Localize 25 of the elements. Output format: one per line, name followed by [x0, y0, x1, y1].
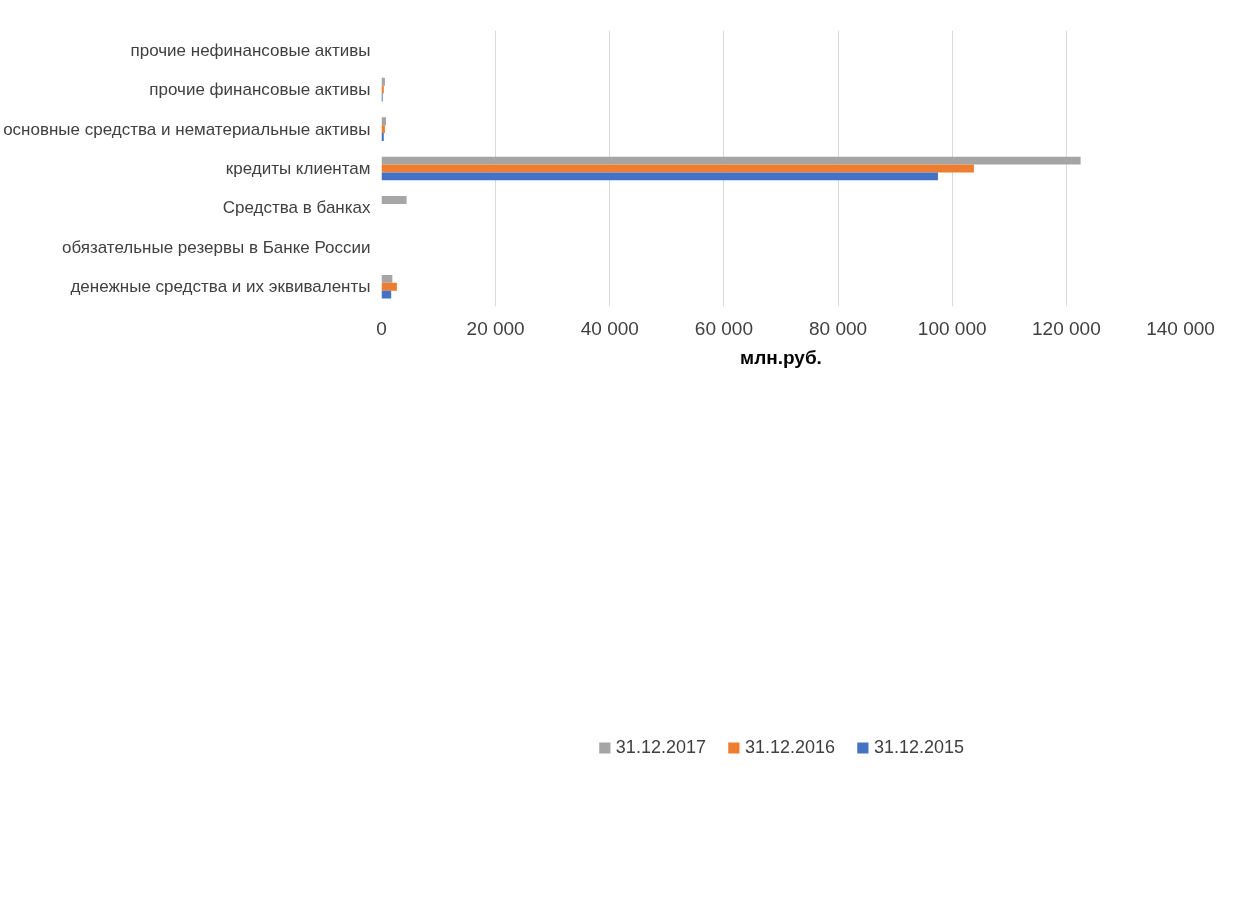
- bar: [381, 196, 407, 204]
- bar: [381, 274, 393, 283]
- y-tick-label: Средства в банках: [222, 198, 371, 218]
- y-tick-label: денежные средства и их эквиваленты: [70, 277, 371, 297]
- bar: [381, 172, 938, 181]
- x-tick-label: 20 000: [466, 317, 525, 339]
- y-tick-label: обязательные резервы в Банке России: [61, 237, 371, 257]
- x-tick-label: 80 000: [809, 317, 868, 339]
- legend-label: 31.12.2016: [744, 736, 836, 758]
- y-tick-label: прочие нефинансовые активы: [130, 40, 371, 60]
- x-axis-title: млн.руб.: [740, 346, 822, 368]
- legend-label: 31.12.2017: [615, 736, 706, 758]
- x-tick-label: 100 000: [917, 317, 987, 339]
- x-tick-label: 60 000: [694, 317, 753, 339]
- bar: [381, 156, 1081, 165]
- y-tick-label: кредиты клиентам: [225, 159, 371, 178]
- bar: [381, 290, 392, 299]
- y-tick-label: прочие финансовые активы: [149, 80, 371, 100]
- x-tick-label: 140 000: [1146, 317, 1215, 339]
- x-tick-label: 0: [376, 317, 387, 339]
- legend-label: 31.12.2015: [874, 736, 965, 758]
- x-tick-label: 40 000: [580, 317, 639, 339]
- x-tick-label: 120 000: [1032, 317, 1101, 339]
- y-tick-label: основные средства и нематериальные активы: [3, 119, 371, 139]
- bar: [381, 282, 397, 291]
